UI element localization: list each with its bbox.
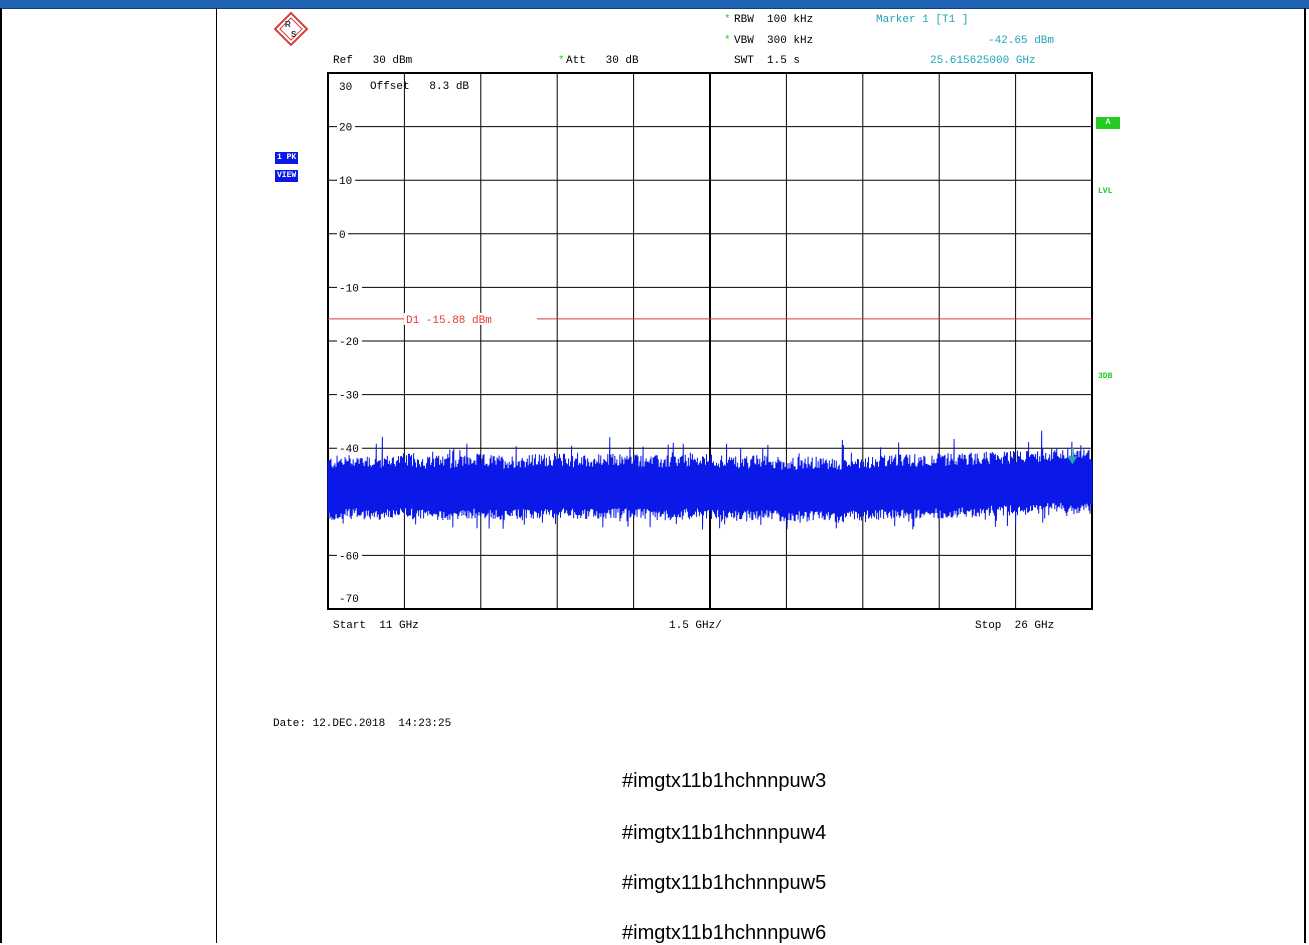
y-tick-label-bg	[337, 281, 362, 294]
marker-level: -42.65 dBm	[988, 35, 1055, 47]
vbw-star-icon: *	[724, 35, 731, 47]
svg-text:R: R	[285, 20, 291, 29]
table-frame	[0, 8, 1306, 943]
table-column-divider	[216, 8, 217, 943]
rbw-star-icon: *	[724, 14, 731, 26]
image-ref-4: #imgtx11b1hchnnpuw6	[622, 922, 827, 944]
y-tick-label: -30	[339, 391, 359, 403]
ref-level-label: Ref 30 dBm	[333, 55, 413, 67]
trace-1-peak	[327, 430, 1093, 530]
y-tick-label: 30	[339, 82, 352, 94]
y-tick-label: -40	[339, 444, 359, 456]
trace-mode-badge: 1 PK	[275, 152, 299, 164]
marker-label: 1	[1070, 446, 1075, 456]
y-tick-label-bg	[337, 227, 348, 240]
y-tick-label-bg	[337, 388, 362, 401]
y-tick-label-bg	[337, 120, 355, 133]
capture-date: Date: 12.DEC.2018 14:23:25	[273, 718, 452, 730]
span-per-division-label: 1.5 GHz/	[669, 620, 722, 632]
y-tick-label: -60	[339, 551, 359, 563]
y-tick-label: 20	[339, 123, 352, 135]
start-frequency-label: Start 11 GHz	[333, 620, 419, 632]
svg-text:S: S	[291, 30, 297, 39]
att-star-icon: *	[558, 55, 565, 67]
y-tick-label: 0	[339, 230, 346, 242]
attenuation-label: Att 30 dB	[566, 55, 639, 67]
lvl-indicator: LVL	[1098, 187, 1113, 196]
marker-triangle-icon	[1067, 456, 1078, 465]
vbw-label: VBW 300 kHz	[734, 35, 814, 47]
y-tick-label-bg	[337, 335, 362, 347]
rohde-schwarz-logo-icon: R S	[273, 11, 309, 47]
display-line-label: D1 -15.88 dBm	[406, 315, 492, 327]
y-tick-label-bg	[337, 549, 362, 562]
display-line-label-bg	[404, 312, 537, 325]
marker-title: Marker 1 [T1 ]	[876, 14, 969, 26]
y-tick-label: -70	[339, 594, 359, 606]
sweep-time-label: SWT 1.5 s	[734, 55, 801, 67]
three-db-indicator: 3DB	[1098, 372, 1113, 381]
y-tick-label-bg	[337, 442, 362, 455]
y-tick-label-bg	[337, 174, 355, 187]
marker-frequency: 25.615625000 GHz	[930, 55, 1036, 67]
trace-a-badge: A	[1096, 117, 1120, 129]
image-ref-2: #imgtx11b1hchnnpuw4	[622, 822, 827, 844]
offset-label: Offset 8.3 dB	[370, 81, 470, 93]
stop-frequency-label: Stop 26 GHz	[975, 620, 1055, 632]
image-ref-1: #imgtx11b1hchnnpuw3	[622, 770, 827, 792]
trace-view-badge: VIEW	[275, 170, 299, 182]
y-tick-label: -20	[339, 337, 359, 349]
window-top-bar	[0, 0, 1309, 9]
rbw-label: RBW 100 kHz	[734, 14, 814, 26]
y-tick-label: -10	[339, 283, 359, 295]
y-tick-label: 10	[339, 176, 352, 188]
image-ref-3: #imgtx11b1hchnnpuw5	[622, 872, 827, 894]
